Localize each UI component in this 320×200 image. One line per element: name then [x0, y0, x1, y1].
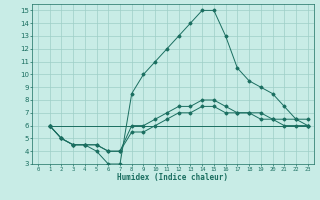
X-axis label: Humidex (Indice chaleur): Humidex (Indice chaleur) [117, 173, 228, 182]
